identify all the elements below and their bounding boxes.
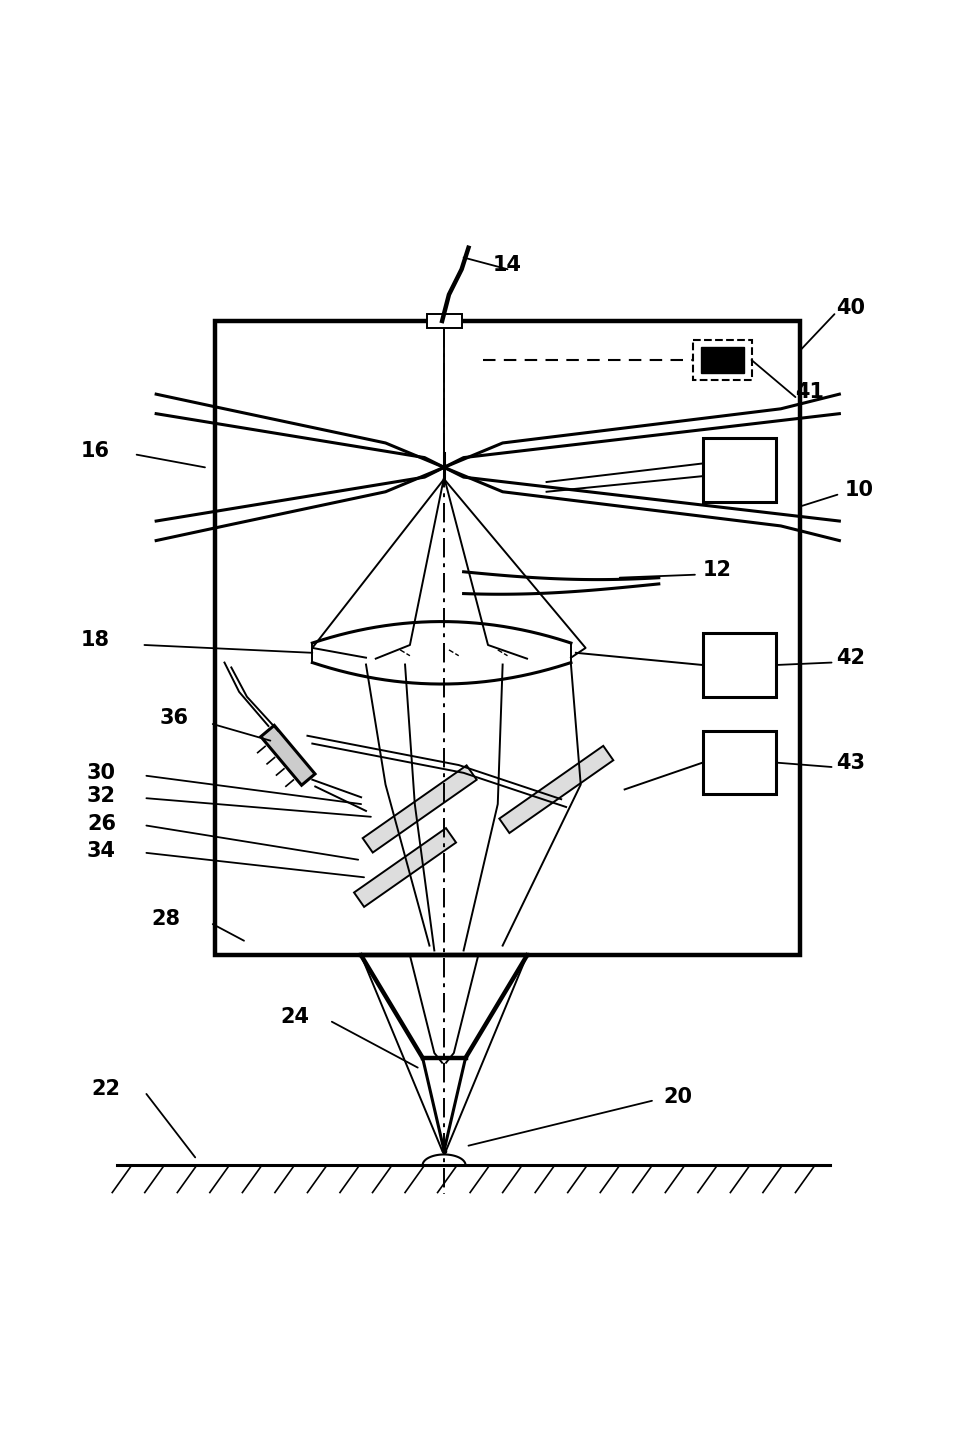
- Text: 32: 32: [87, 787, 116, 806]
- Polygon shape: [703, 730, 776, 794]
- Text: 20: 20: [664, 1088, 693, 1106]
- Text: 40: 40: [836, 298, 866, 318]
- Text: 14: 14: [493, 256, 522, 276]
- Text: 12: 12: [703, 560, 732, 579]
- Text: 36: 36: [159, 709, 188, 729]
- Polygon shape: [703, 633, 776, 697]
- Polygon shape: [427, 314, 462, 328]
- Text: 16: 16: [81, 441, 110, 460]
- Text: 43: 43: [836, 754, 866, 772]
- Polygon shape: [701, 347, 744, 373]
- Text: 30: 30: [87, 762, 116, 783]
- Polygon shape: [703, 439, 776, 501]
- Polygon shape: [354, 828, 456, 908]
- Polygon shape: [500, 746, 613, 833]
- Text: 42: 42: [836, 648, 866, 668]
- Text: 22: 22: [91, 1079, 120, 1099]
- Text: 18: 18: [81, 630, 110, 650]
- Text: 28: 28: [151, 909, 181, 929]
- Polygon shape: [261, 726, 315, 786]
- Text: 10: 10: [844, 479, 874, 499]
- Text: 26: 26: [87, 813, 116, 833]
- Polygon shape: [363, 765, 476, 852]
- Text: 24: 24: [280, 1006, 309, 1027]
- Text: 41: 41: [795, 382, 825, 402]
- Text: 34: 34: [87, 841, 116, 861]
